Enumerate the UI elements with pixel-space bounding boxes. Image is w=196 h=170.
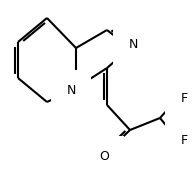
- Text: N: N: [128, 38, 138, 52]
- Text: O: O: [99, 150, 109, 164]
- Text: F: F: [181, 133, 188, 147]
- Text: F: F: [181, 91, 188, 105]
- Text: N: N: [66, 84, 76, 98]
